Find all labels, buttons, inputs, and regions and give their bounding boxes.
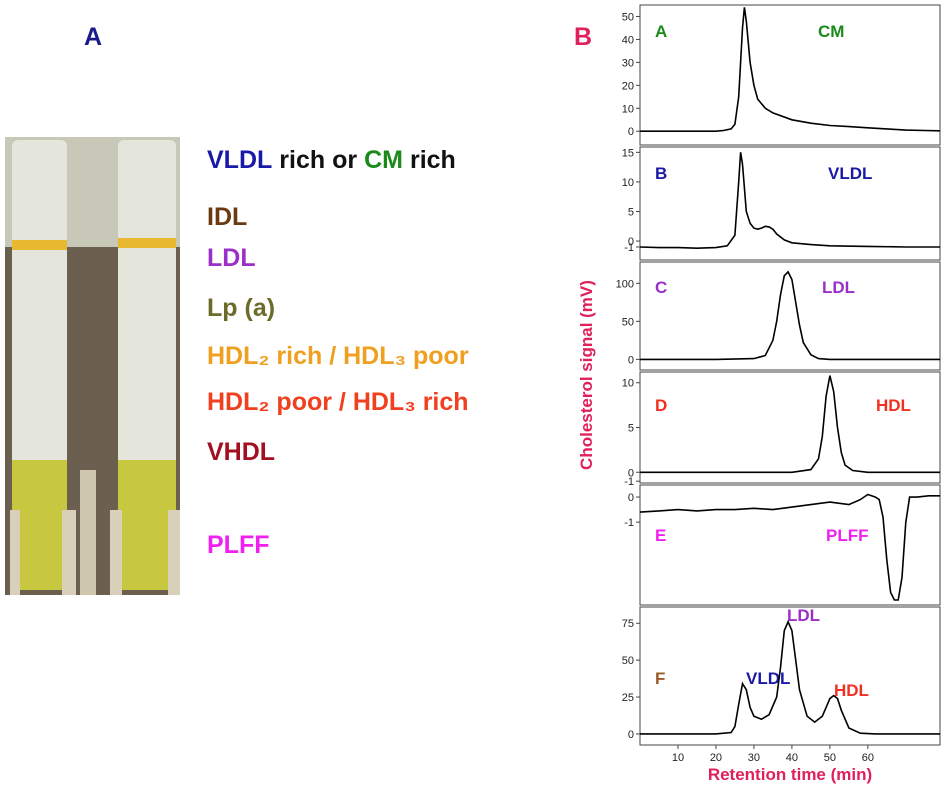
- label-part: rich: [410, 146, 456, 174]
- x-tick-label: 60: [862, 752, 874, 764]
- annotation: LDL: [787, 606, 820, 625]
- plot-frame: [639, 261, 941, 371]
- chart-letter: A: [655, 22, 667, 41]
- curve: [640, 375, 940, 474]
- y-tick-label: 0: [628, 492, 634, 504]
- y-tick-label: -1: [624, 517, 634, 529]
- annotation: LDL: [822, 278, 855, 297]
- band-label: Lp (a): [207, 294, 275, 322]
- y-tick-label: 50: [622, 11, 634, 23]
- y-tick-label: 0: [628, 467, 634, 479]
- y-tick-label: -1: [624, 242, 634, 254]
- x-tick-label: 30: [748, 752, 760, 764]
- annotation: PLFF: [826, 526, 869, 545]
- y-tick-label: 75: [622, 618, 634, 630]
- band-label: HDL₂ rich / HDL₃ poor: [207, 342, 469, 370]
- y-tick-label: 10: [622, 378, 634, 390]
- y-tick-label: 5: [628, 423, 634, 435]
- x-tick-label: 20: [710, 752, 722, 764]
- x-tick-label: 10: [672, 752, 684, 764]
- y-tick-label: 10: [622, 177, 634, 189]
- band-label: VLDL rich or CM rich: [207, 146, 456, 174]
- y-tick-label: 0: [628, 354, 634, 366]
- y-tick-label: 25: [622, 692, 634, 704]
- band-label: HDL₂ poor / HDL₃ rich: [207, 388, 469, 416]
- label-part: CM: [364, 146, 403, 174]
- curve: [639, 152, 940, 250]
- annotation: HDL: [834, 681, 869, 700]
- plot-frame: [639, 146, 941, 261]
- annotation: CM: [818, 22, 844, 41]
- y-tick-label: 50: [622, 316, 634, 328]
- y-tick-label: 30: [622, 57, 634, 69]
- panel-label: A: [84, 23, 102, 51]
- y-tick-label: 100: [616, 278, 634, 290]
- label-part: VLDL: [207, 146, 272, 174]
- y-tick-label: 0: [628, 729, 634, 741]
- chart-letter: F: [655, 669, 665, 688]
- band-label: IDL: [207, 203, 247, 231]
- annotation: HDL: [876, 396, 911, 415]
- band-label: PLFF: [207, 531, 270, 559]
- y-tick-label: 50: [622, 655, 634, 667]
- y-tick-label: 20: [622, 80, 634, 92]
- chart-letter: C: [655, 278, 667, 297]
- band-label: VHDL: [207, 438, 275, 466]
- chart-letter: D: [655, 396, 667, 415]
- chart-letter: E: [655, 526, 666, 545]
- plot-frame: [639, 484, 941, 606]
- y-tick-label: 0: [628, 126, 634, 138]
- tube-photo: [5, 137, 180, 595]
- y-tick-label: 10: [622, 103, 634, 115]
- annotation: VLDL: [746, 669, 790, 688]
- x-axis-label: Retention time (min): [708, 765, 872, 784]
- annotation: VLDL: [828, 164, 872, 183]
- plot-frame: [639, 606, 941, 746]
- panel-label: B: [574, 23, 592, 51]
- curve: [640, 7, 941, 132]
- chart-letter: B: [655, 164, 667, 183]
- plot-frame: [639, 4, 941, 146]
- label-part: rich or: [279, 146, 357, 174]
- y-tick-label: -1: [624, 476, 634, 488]
- x-tick-label: 40: [786, 752, 798, 764]
- y-tick-label: 5: [628, 206, 634, 218]
- y-axis-label: Cholesterol signal (mV): [577, 280, 596, 470]
- band-label: LDL: [207, 244, 256, 272]
- y-tick-label: 0: [628, 236, 634, 248]
- y-tick-label: 15: [622, 147, 634, 159]
- curve: [640, 619, 940, 735]
- curve: [639, 493, 940, 601]
- y-tick-label: 40: [622, 34, 634, 46]
- plot-frame: [639, 371, 941, 484]
- curve: [640, 270, 940, 361]
- x-tick-label: 50: [824, 752, 836, 764]
